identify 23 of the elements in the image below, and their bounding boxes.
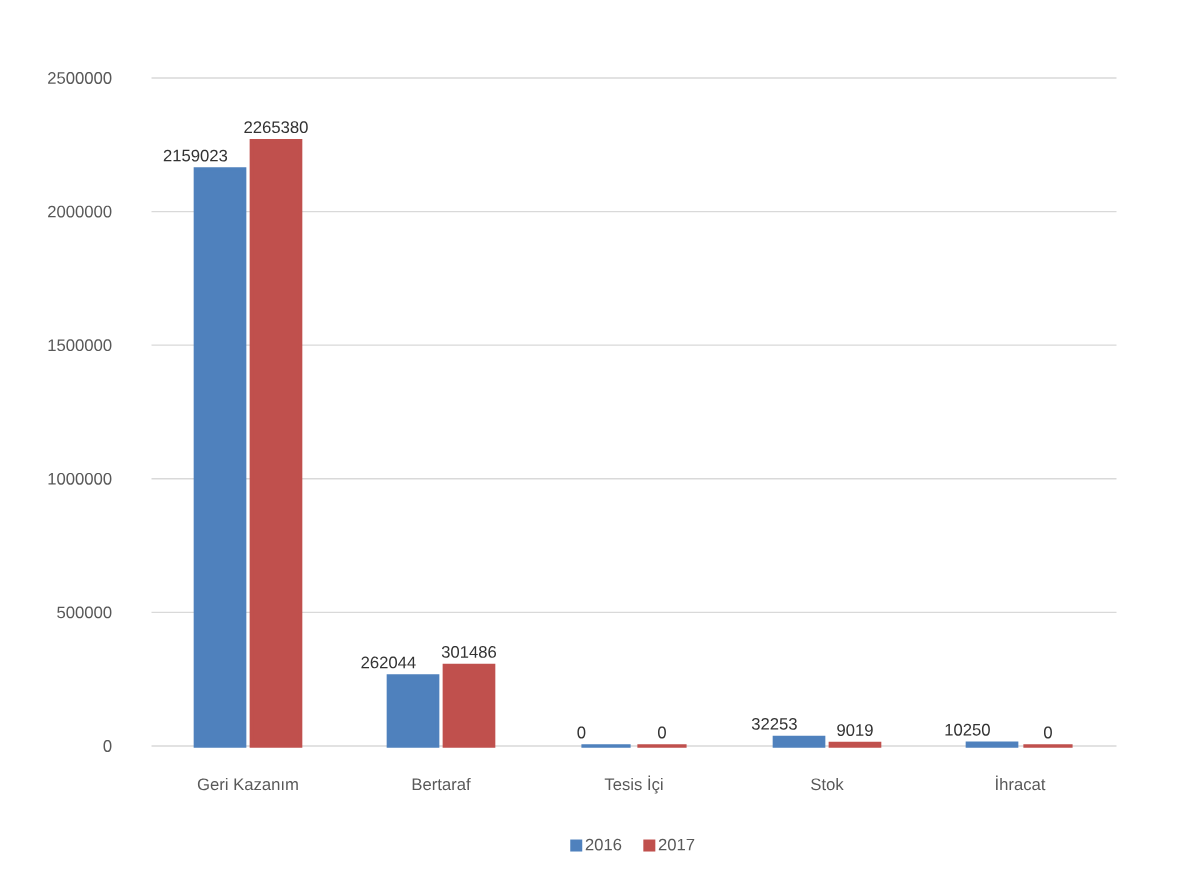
x-tick-label: İhracat [996, 775, 1046, 791]
legend-label: 2016 [585, 838, 622, 851]
x-tick-label: Tesis İçi [604, 775, 663, 794]
x-tick-label: Geri Kazanım [197, 777, 298, 791]
y-tick-label: 500000 [57, 606, 112, 619]
data-label: 10250 [945, 723, 990, 736]
y-tick-label: 1000000 [48, 472, 112, 485]
y-tick-label: 1500000 [48, 339, 112, 352]
data-label: 301486 [441, 646, 497, 658]
y-tick-label: 0 [103, 740, 112, 752]
data-label: 0 [1043, 726, 1052, 739]
y-tick-label: 2500000 [48, 72, 112, 84]
data-label: 9019 [837, 724, 873, 736]
data-label: 2265380 [244, 121, 308, 134]
data-label: 0 [577, 726, 586, 739]
y-tick-label: 2000000 [48, 205, 112, 218]
data-label: 32253 [751, 717, 797, 730]
data-label: 0 [657, 726, 666, 739]
data-label: 262044 [361, 656, 416, 669]
legend-label: 2017 [658, 838, 695, 851]
data-label: 2159023 [163, 149, 228, 162]
x-tick-label: Stok [811, 777, 844, 791]
x-tick-label: Bertaraf [412, 777, 471, 791]
